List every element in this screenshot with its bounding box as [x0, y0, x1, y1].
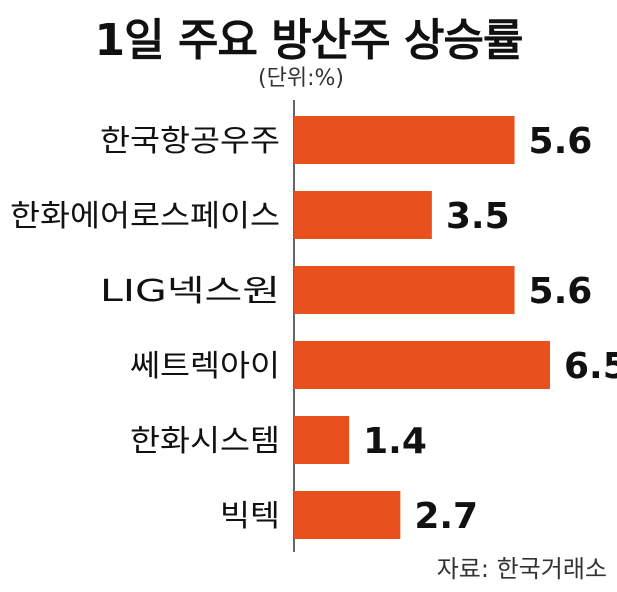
bar	[294, 191, 432, 239]
bar	[294, 341, 550, 389]
category-label: 쎄트렉아이	[130, 349, 280, 384]
category-label: 빅텍	[220, 499, 280, 534]
value-label: 2.7	[414, 496, 478, 537]
unit-label: (단위:%)	[258, 66, 344, 91]
bar	[294, 416, 350, 464]
bar	[294, 266, 515, 314]
chart-title: 1일 주요 방산주 상승률	[94, 15, 524, 66]
value-label: 6.5	[564, 346, 617, 387]
bar	[294, 116, 515, 164]
category-label: 한화에어로스페이스	[10, 199, 280, 234]
category-label: 한국항공우주	[100, 124, 280, 159]
category-label: 한화시스템	[130, 424, 280, 459]
value-label: 1.4	[363, 421, 427, 462]
category-label: LIG넥스원	[100, 274, 280, 309]
value-label: 3.5	[446, 196, 510, 237]
value-label: 5.6	[529, 271, 593, 312]
bar	[294, 491, 401, 539]
source-note: 자료: 한국거래소	[436, 555, 607, 583]
value-label: 5.6	[529, 121, 593, 162]
